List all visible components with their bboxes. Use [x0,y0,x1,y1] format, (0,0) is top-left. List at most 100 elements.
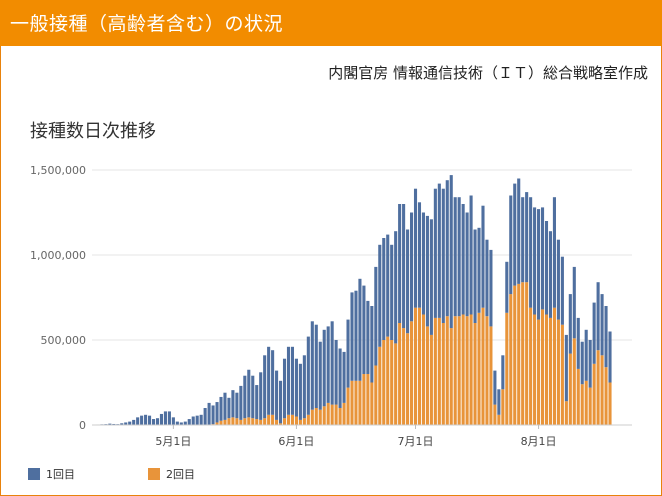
bar-second-dose[interactable] [433,317,437,425]
bar-first-dose[interactable] [243,375,247,419]
bar-first-dose[interactable] [120,423,124,425]
bar-first-dose[interactable] [227,397,231,419]
bar-first-dose[interactable] [501,355,505,390]
bar-second-dose[interactable] [239,419,243,425]
bar-second-dose[interactable] [529,307,533,425]
bar-second-dose[interactable] [421,314,425,426]
bar-first-dose[interactable] [191,416,195,426]
bar-second-dose[interactable] [473,323,477,425]
bar-first-dose[interactable] [128,421,132,425]
bar-first-dose[interactable] [211,405,215,425]
bar-first-dose[interactable] [132,419,136,425]
bar-first-dose[interactable] [167,411,171,425]
bar-first-dose[interactable] [314,324,318,408]
bar-second-dose[interactable] [513,285,517,425]
bar-second-dose[interactable] [429,334,433,425]
bar-second-dose[interactable] [481,307,485,425]
bar-second-dose[interactable] [576,368,580,425]
bar-second-dose[interactable] [453,316,457,425]
bar-second-dose[interactable] [243,418,247,425]
bar-second-dose[interactable] [413,307,418,425]
bar-second-dose[interactable] [568,353,572,425]
bar-first-dose[interactable] [465,212,469,317]
bar-first-dose[interactable] [576,317,580,369]
bar-first-dose[interactable] [318,341,322,410]
bar-second-dose[interactable] [318,409,322,425]
bar-first-dose[interactable] [362,285,366,374]
bar-second-dose[interactable] [525,282,529,425]
bar-second-dose[interactable] [537,319,541,425]
bar-first-dose[interactable] [394,231,398,344]
bar-second-dose[interactable] [298,419,302,425]
bar-first-dose[interactable] [370,306,374,383]
bar-first-dose[interactable] [112,423,116,425]
bar-first-dose[interactable] [540,207,545,310]
bar-first-dose[interactable] [342,351,346,403]
bar-second-dose[interactable] [215,422,219,425]
bar-second-dose[interactable] [350,380,354,425]
bar-second-dose[interactable] [584,380,588,425]
bar-second-dose[interactable] [223,419,227,425]
bar-first-dose[interactable] [306,336,310,415]
bar-first-dose[interactable] [421,212,425,315]
bar-first-dose[interactable] [263,355,267,419]
bar-second-dose[interactable] [366,374,370,425]
bar-second-dose[interactable] [219,420,223,425]
bar-first-dose[interactable] [509,195,513,295]
bar-second-dose[interactable] [386,336,390,425]
bar-first-dose[interactable] [267,346,271,415]
bar-second-dose[interactable] [485,316,489,425]
bar-first-dose[interactable] [124,422,128,425]
bar-second-dose[interactable] [540,309,545,425]
bar-first-dose[interactable] [302,355,306,419]
bar-second-dose[interactable] [263,418,267,425]
bar-second-dose[interactable] [497,414,501,425]
bar-first-dose[interactable] [489,249,493,327]
bar-first-dose[interactable] [445,180,449,317]
bar-first-dose[interactable] [358,278,362,381]
bar-second-dose[interactable] [406,333,410,425]
bar-first-dose[interactable] [461,204,465,315]
bar-second-dose[interactable] [544,314,549,426]
bar-second-dose[interactable] [370,382,374,426]
bar-first-dose[interactable] [148,415,152,425]
bar-first-dose[interactable] [572,266,576,339]
bar-second-dose[interactable] [533,314,537,426]
bar-second-dose[interactable] [501,389,505,425]
bar-first-dose[interactable] [378,244,382,347]
bar-first-dose[interactable] [294,358,298,417]
bar-first-dose[interactable] [560,256,564,325]
bar-second-dose[interactable] [338,408,342,425]
bar-second-dose[interactable] [552,307,556,425]
bar-second-dose[interactable] [548,317,553,425]
bar-first-dose[interactable] [279,380,283,424]
bar-first-dose[interactable] [473,229,477,324]
bar-first-dose[interactable] [453,197,457,317]
bar-second-dose[interactable] [247,417,251,425]
bar-first-dose[interactable] [493,370,497,405]
bar-first-dose[interactable] [469,195,473,315]
bar-second-dose[interactable] [505,312,509,425]
bar-first-dose[interactable] [310,321,314,410]
bar-second-dose[interactable] [314,408,318,425]
bar-first-dose[interactable] [441,188,445,323]
bar-first-dose[interactable] [568,294,572,354]
bar-second-dose[interactable] [398,323,402,425]
bar-first-dose[interactable] [290,346,295,415]
bar-second-dose[interactable] [608,382,612,426]
bar-second-dose[interactable] [461,314,465,426]
bar-second-dose[interactable] [231,417,235,425]
bar-second-dose[interactable] [259,419,263,425]
bar-first-dose[interactable] [203,408,207,425]
bar-second-dose[interactable] [279,423,283,425]
bar-first-dose[interactable] [298,363,302,420]
bar-second-dose[interactable] [294,416,298,426]
bar-first-dose[interactable] [251,375,255,419]
bar-second-dose[interactable] [409,321,414,425]
bar-second-dose[interactable] [306,414,310,425]
bar-second-dose[interactable] [425,326,429,425]
bar-second-dose[interactable] [378,346,382,425]
bar-first-dose[interactable] [485,239,489,317]
bar-first-dose[interactable] [247,369,251,418]
bar-first-dose[interactable] [588,340,592,388]
